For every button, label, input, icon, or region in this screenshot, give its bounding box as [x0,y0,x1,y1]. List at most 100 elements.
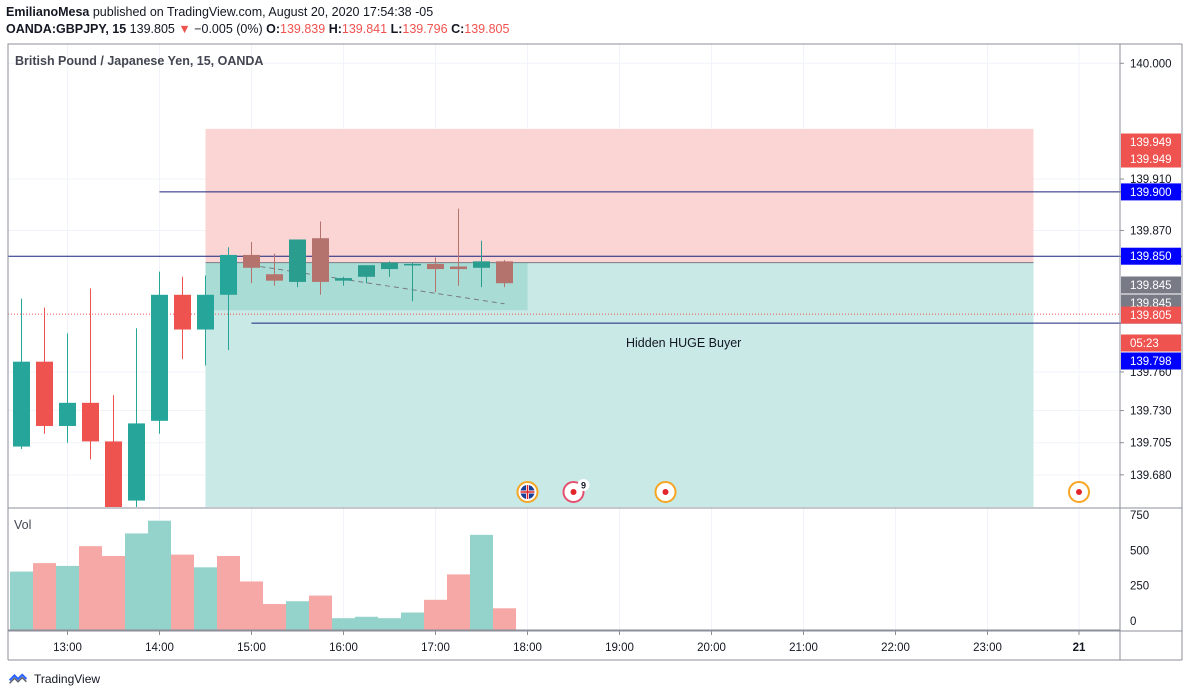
volume-tick-label: 0 [1130,616,1136,628]
tradingview-logo-icon [8,673,28,684]
volume-bar [401,612,424,631]
volume-bar [194,567,217,631]
axes: 140.000 139.910 139.870 139.760 139.730 139.7… [53,58,1171,654]
x-tick-label: 22:00 [881,642,910,654]
y-tick-label: 139.680 [1130,470,1172,482]
publisher-name[interactable]: EmilianoMesa [6,5,90,19]
candle-body [381,262,398,270]
volume-bar [79,546,102,631]
line-798-price-tag: 139.798 [1130,356,1172,368]
x-tick-label: 21:00 [789,642,818,654]
x-tick-label: 16:00 [329,642,358,654]
x-tick-label: 13:00 [53,642,82,654]
volume-bar [240,581,263,631]
volume-tick-label: 500 [1130,545,1149,557]
close-value: 139.805 [464,22,510,36]
position-tool[interactable] [205,128,1034,507]
countdown-tag: 05:23 [1130,338,1159,350]
stop-price-tag: 139.949 [1130,137,1172,149]
y-tick-label: 139.705 [1130,438,1172,450]
candle-body [289,239,306,282]
open-value: 139.839 [280,22,326,36]
volume-bar [171,554,194,631]
volume-bar [56,565,79,631]
x-tick-label: 14:00 [145,642,174,654]
x-tick-label: 15:00 [237,642,266,654]
chart-title: British Pound / Japanese Yen, 15, OANDA [15,54,263,68]
x-tick-label: 19:00 [605,642,634,654]
stop-price-tag-bg [1121,133,1181,151]
candle-body [312,238,329,282]
marker-dot [662,489,669,495]
price-tags: 139.949 139.949 139.900 139.850 139.845 139.8… [1121,133,1181,370]
line-798-price-tag-bg [1121,352,1181,370]
marker-badge [577,479,590,491]
candle-body [59,402,76,426]
volume-bar [148,520,171,631]
volume-bar [493,608,516,631]
volume-bar [10,571,33,631]
candle-body [36,361,53,426]
last-price-tag-bg [1121,306,1181,324]
event-icon[interactable]: 9 [562,479,590,503]
volume-tick-label: 750 [1130,510,1149,522]
candle-body [128,423,145,501]
publish-line: EmilianoMesa published on TradingView.co… [6,5,433,19]
volume-bar [355,616,378,631]
candle-body [427,263,444,270]
uk-flag-icon[interactable] [516,481,539,503]
candle-body [243,254,260,268]
candle-body [473,261,490,268]
line-900-price-tag-bg [1121,183,1181,201]
marker-dot [570,489,577,495]
hidden-buyer-annotation[interactable]: Hidden HUGE Buyer [626,336,741,350]
stop-loss-zone[interactable] [205,128,1034,263]
change-down-icon: ▼ [178,22,191,36]
trade-path-line [251,264,505,305]
event-markers[interactable]: 9 [516,479,1090,503]
marker-dot [1076,489,1082,495]
countdown-tag-bg [1121,334,1181,352]
ohlc-line: OANDA:GBPJPY, 15 139.805 ▼ −0.005 (0%) O… [6,22,509,36]
x-tick-label: 18:00 [513,642,542,654]
event-icon[interactable] [654,481,677,503]
y-tick-label: 139.730 [1130,406,1172,418]
event-icon[interactable] [1068,481,1090,503]
volume-bar [102,556,125,631]
low-label: L: [390,22,403,36]
close-label: C: [451,22,465,36]
y-tick-label: 139.910 [1130,174,1172,186]
volume-bar [378,618,401,631]
last-price: 139.805 [129,22,175,36]
candle-body [220,254,237,295]
candle-body [358,265,375,277]
y-tick-label: 139.760 [1130,367,1172,379]
open-label: O: [266,22,281,36]
candle-body [496,261,513,284]
volume-bar [309,595,332,631]
x-tick-label: 23:00 [973,642,1002,654]
candle-body [13,361,30,447]
candle-body [450,266,467,270]
last-price-tag: 139.805 [1130,310,1172,322]
y-tick-label: 139.870 [1130,225,1172,237]
candle-body [151,294,168,421]
line-850-price-tag-bg [1121,247,1181,265]
tradingview-footer[interactable]: TradingView [8,672,100,686]
horizontal-lines[interactable] [8,191,1182,324]
published-text: published on TradingView.com, August 20,… [89,5,434,19]
volume-bar [217,556,240,631]
x-tick-label: 21 [1073,642,1086,654]
line-900-price-tag: 139.900 [1130,187,1172,199]
volume-bar [447,574,470,631]
volume-bar [286,601,309,631]
candle-body [404,263,421,266]
pane-frame [7,43,1183,661]
volume-bar [424,599,447,631]
candle-body [82,402,99,442]
y-tick-label: 140.000 [1130,58,1172,70]
low-value: 139.796 [402,22,448,36]
change-value: −0.005 (0%) [194,22,263,36]
high-label: H: [328,22,342,36]
